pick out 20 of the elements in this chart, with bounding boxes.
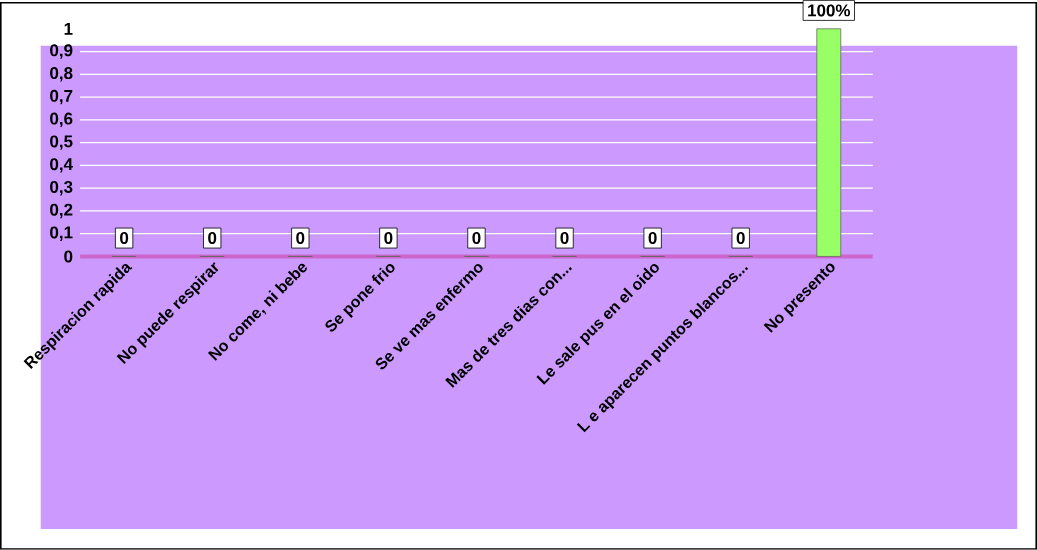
y-tick-label: 0,8: [50, 67, 73, 82]
data-label: 0: [296, 232, 305, 245]
y-tick-label: 0,1: [50, 226, 73, 242]
data-label: 0: [120, 232, 129, 245]
data-label: 0: [648, 232, 657, 245]
y-tick-label: 0,9: [50, 44, 73, 59]
y-tick-label: 0,4: [50, 158, 73, 173]
data-label: 100%: [808, 4, 851, 17]
data-label: 0: [560, 232, 569, 245]
y-tick-label: 0,7: [50, 89, 73, 105]
data-label: 0: [472, 232, 481, 245]
data-label: 0: [384, 232, 393, 245]
data-label: 0: [208, 232, 217, 245]
y-tick-label: 0,2: [50, 203, 73, 219]
y-tick-label: 0: [64, 250, 73, 263]
data-label: 0: [736, 232, 745, 245]
y-tick-label: 0,3: [50, 181, 73, 196]
y-tick-label: 1: [64, 23, 73, 35]
y-tick-label: 0,6: [50, 112, 73, 128]
y-tick-label: 0,5: [50, 135, 73, 150]
